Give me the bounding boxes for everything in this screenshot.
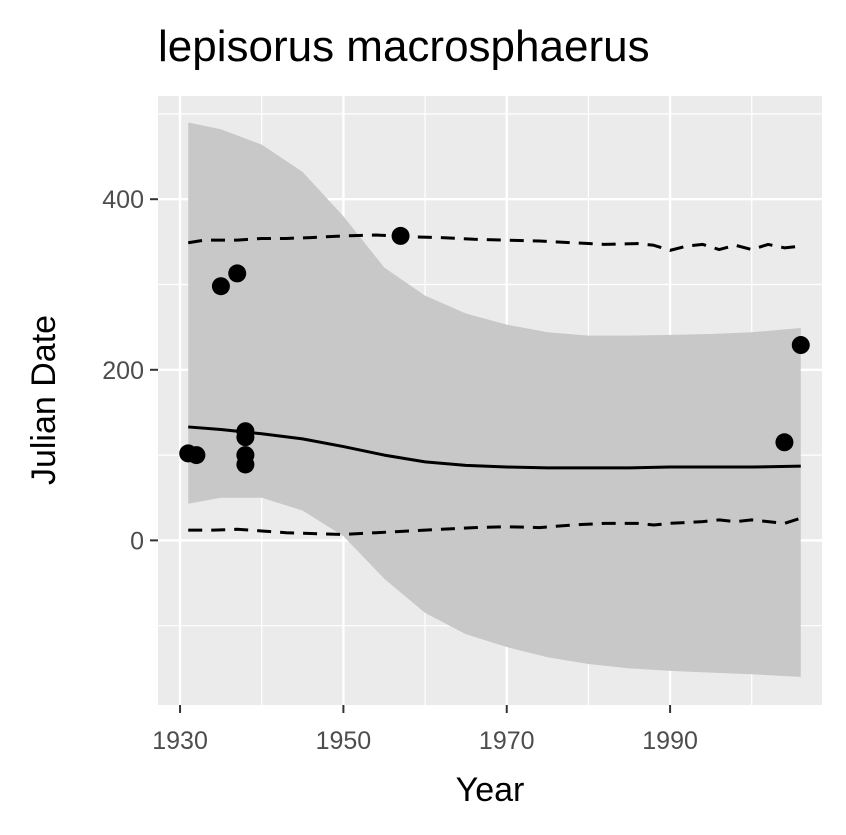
x-axis: 1930 1950 1970 1990 (152, 705, 698, 755)
y-tick-label: 200 (102, 357, 144, 385)
data-point (236, 428, 255, 447)
confidence-ribbon-layer (188, 122, 801, 677)
trend-line (188, 425, 801, 470)
data-point (775, 433, 794, 452)
y-axis: 0 200 400 (102, 186, 158, 555)
confidence-ribbon (188, 122, 801, 677)
data-point (791, 336, 810, 355)
dashed-bound-line (188, 516, 802, 536)
x-tick-label: 1950 (316, 727, 372, 755)
x-tick-label: 1930 (152, 727, 208, 755)
x-tick-label: 1990 (642, 727, 698, 755)
data-point (211, 277, 230, 296)
data-point (391, 226, 410, 245)
y-tick-label: 400 (102, 186, 144, 214)
y-tick-label: 0 (130, 527, 144, 555)
dashed-bound-line (187, 233, 801, 252)
x-axis-title: Year (456, 771, 525, 809)
data-point (228, 264, 247, 283)
y-axis-title: Julian Date (25, 315, 63, 485)
data-point (236, 455, 255, 474)
x-tick-label: 1970 (479, 727, 535, 755)
chart-title: lepisorus macrosphaerus (158, 22, 650, 71)
data-point (187, 446, 206, 465)
point-layer (179, 226, 810, 474)
line-layer (187, 233, 802, 536)
